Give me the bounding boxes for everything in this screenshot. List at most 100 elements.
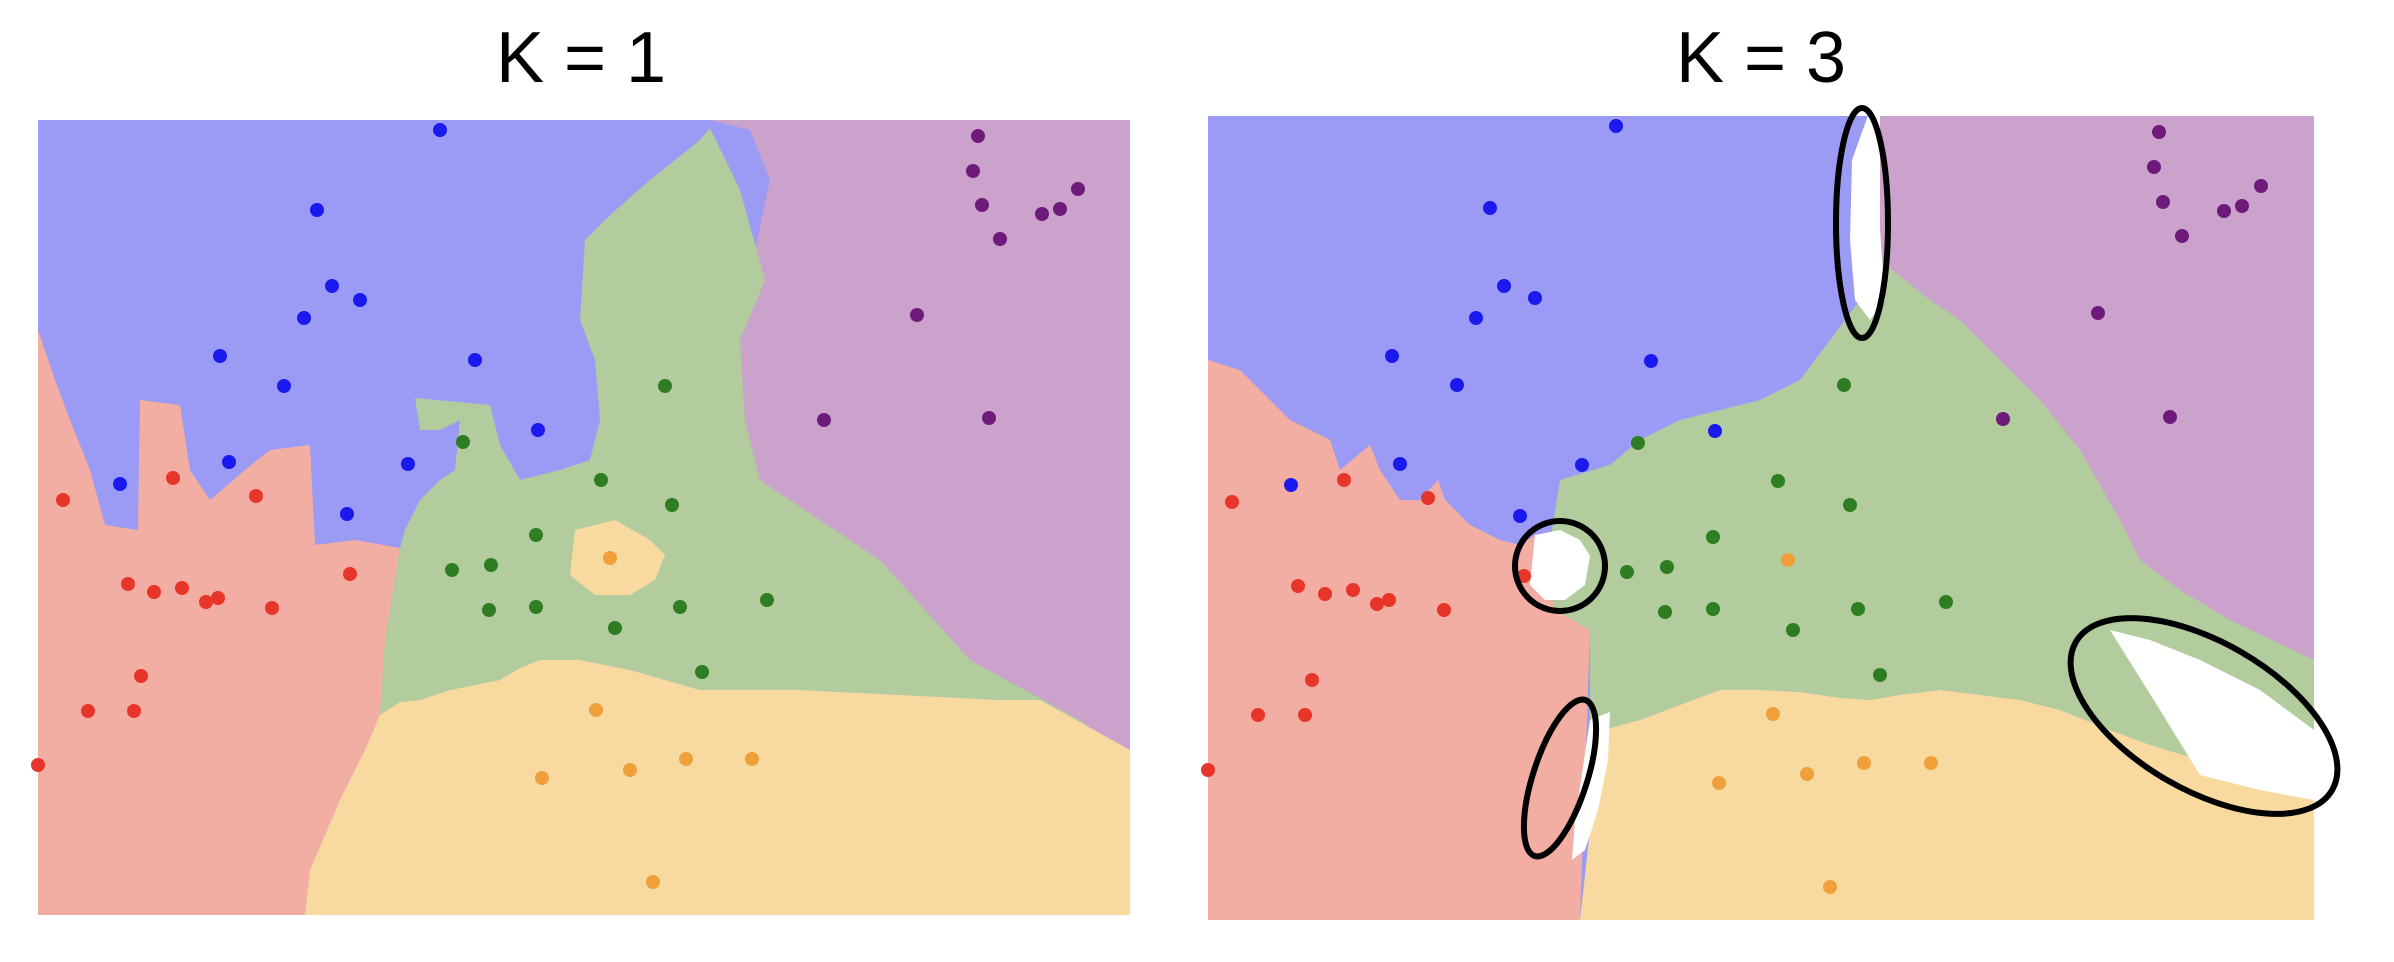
k1-point-green [658,379,672,393]
k3-point-purple [2254,179,2268,193]
k3-point-green [1837,378,1851,392]
k3-point-green [1658,605,1672,619]
k1-point-red [343,567,357,581]
k3-point-blue [1497,279,1511,293]
k3-point-blue [1513,509,1527,523]
k1-point-purple [971,129,985,143]
k1-point-blue [401,457,415,471]
k1-point-purple [910,308,924,322]
k1-point-blue [213,349,227,363]
k3-point-purple [2175,229,2189,243]
k1-point-red [127,704,141,718]
k3-highlight-ellipses [1512,105,2341,860]
k1-region-green [380,128,1130,760]
k3-point-purple [2217,204,2231,218]
k3-point-purple [2152,125,2166,139]
k1-point-red [166,471,180,485]
k1-point-green [695,665,709,679]
k3-point-red [1291,579,1305,593]
k1-point-orange [679,752,693,766]
k3-point-orange [1712,776,1726,790]
k3-point-purple [1996,412,2010,426]
k1-point-green [529,528,543,542]
k1-point-green [673,600,687,614]
k1-point-green [482,603,496,617]
k3-point-purple [2235,199,2249,213]
k3-point-blue [1385,349,1399,363]
k3-point-red [1517,569,1531,583]
k1-point-red [81,704,95,718]
k3-point-orange [1781,553,1795,567]
k3-point-blue [1284,478,1298,492]
k1-title: K = 1 [495,18,667,98]
k3-point-red [1346,583,1360,597]
k1-point-blue [468,353,482,367]
k3-point-green [1620,565,1634,579]
k3-point-green [1771,474,1785,488]
k1-point-purple [966,164,980,178]
k1-point-red [31,758,45,772]
k3-point-red [1305,673,1319,687]
k3-point-green [1939,595,1953,609]
k1-regions [38,120,1130,915]
k3-point-purple [2156,195,2170,209]
k3-point-blue [1609,119,1623,133]
k1-point-purple [1035,207,1049,221]
k1-point-red [249,489,263,503]
k3-unassigned-right [2110,630,2314,800]
highlight-ellipse-right [2067,615,2341,817]
k1-point-orange [623,763,637,777]
k1-point-green [665,498,679,512]
k3-point-green [1660,560,1674,574]
k1-point-blue [310,203,324,217]
k3-unassigned-bottom [1572,712,1610,860]
k3-point-purple [2163,410,2177,424]
k1-point-red [265,601,279,615]
k3-point-blue [1708,424,1722,438]
k3-title: K = 3 [1675,18,1847,98]
k1-point-green [445,563,459,577]
k3-point-red [1421,491,1435,505]
k1-point-red [56,493,70,507]
k1-decision-map [31,120,1130,915]
k3-point-orange [1800,767,1814,781]
k1-point-blue [325,279,339,293]
k3-point-orange [1924,756,1938,770]
k3-point-green [1843,498,1857,512]
k3-point-red [1298,708,1312,722]
k1-point-green [760,593,774,607]
k3-regions [1208,110,2314,920]
k1-region-orange-island [570,520,665,595]
k1-point-purple [1053,202,1067,216]
k1-point-green [594,473,608,487]
k3-region-red [1208,360,1590,920]
k3-point-orange [1766,707,1780,721]
k3-point-blue [1644,354,1658,368]
k3-point-blue [1483,201,1497,215]
k1-point-red [121,577,135,591]
k3-point-blue [1575,458,1589,472]
k3-decision-map [1201,105,2341,920]
k3-point-red [1225,495,1239,509]
k3-point-blue [1469,311,1483,325]
k3-unassigned-middle [1530,530,1590,600]
k3-point-blue [1450,378,1464,392]
k3-points [1201,119,2268,894]
k1-point-green [608,621,622,635]
k1-point-purple [817,413,831,427]
k3-point-red [1251,708,1265,722]
k1-point-orange [589,703,603,717]
k3-point-orange [1823,880,1837,894]
k3-point-green [1786,623,1800,637]
k1-point-purple [1071,182,1085,196]
highlight-ellipse-top [1833,105,1891,341]
k1-point-blue [113,477,127,491]
k1-point-orange [745,752,759,766]
k3-point-red [1337,473,1351,487]
k3-point-blue [1393,457,1407,471]
k3-point-red [1318,587,1332,601]
k3-point-red [1370,597,1384,611]
k1-point-purple [993,232,1007,246]
k1-point-blue [340,507,354,521]
k1-point-red [175,581,189,595]
